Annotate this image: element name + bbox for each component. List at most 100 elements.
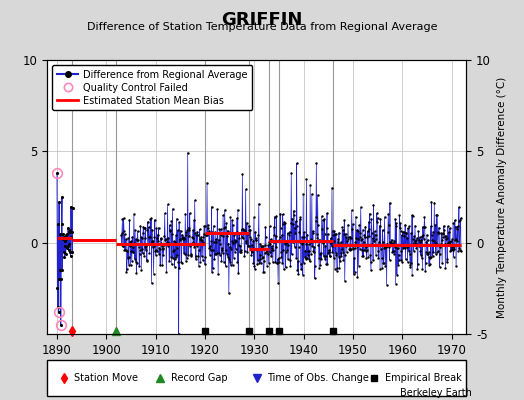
Point bbox=[315, 236, 324, 243]
Point bbox=[169, 255, 177, 261]
Point bbox=[316, 250, 325, 256]
Point bbox=[56, 276, 64, 282]
Point bbox=[162, 241, 170, 247]
Point bbox=[153, 248, 161, 254]
Point bbox=[310, 248, 318, 255]
Point bbox=[227, 238, 236, 244]
Point bbox=[311, 275, 319, 282]
Point bbox=[180, 236, 188, 242]
Point bbox=[301, 254, 309, 260]
Point bbox=[268, 245, 277, 252]
Point bbox=[446, 248, 454, 254]
Point bbox=[347, 246, 355, 252]
Point bbox=[61, 238, 70, 244]
Point bbox=[228, 262, 237, 268]
Point bbox=[314, 242, 323, 248]
Point bbox=[408, 212, 416, 219]
Point bbox=[261, 224, 269, 230]
Point bbox=[277, 248, 285, 255]
Point bbox=[257, 243, 266, 249]
Text: Station Move: Station Move bbox=[74, 373, 138, 383]
Point bbox=[318, 240, 326, 246]
Point bbox=[206, 247, 215, 254]
Point bbox=[455, 204, 463, 210]
Point bbox=[158, 243, 166, 250]
Point bbox=[259, 269, 268, 276]
Point bbox=[288, 215, 296, 222]
Point bbox=[381, 243, 390, 250]
Point bbox=[216, 232, 225, 238]
Point bbox=[221, 206, 229, 213]
Point bbox=[147, 280, 156, 286]
Point bbox=[154, 232, 162, 238]
Point bbox=[372, 236, 380, 242]
Point bbox=[185, 233, 193, 240]
Point bbox=[402, 230, 410, 237]
Point bbox=[164, 235, 172, 241]
Point bbox=[264, 251, 272, 258]
Point bbox=[328, 248, 336, 255]
Point bbox=[418, 255, 426, 261]
Point bbox=[340, 217, 348, 224]
Point bbox=[337, 253, 346, 259]
Point bbox=[220, 259, 228, 266]
Point bbox=[178, 235, 187, 241]
Point bbox=[366, 252, 374, 258]
Point bbox=[360, 232, 368, 238]
Point bbox=[354, 228, 363, 234]
Point bbox=[300, 229, 308, 236]
Point bbox=[400, 245, 409, 252]
Point bbox=[231, 249, 239, 255]
Text: Difference of Station Temperature Data from Regional Average: Difference of Station Temperature Data f… bbox=[87, 22, 437, 32]
Point bbox=[398, 258, 407, 265]
Point bbox=[428, 232, 436, 238]
Point bbox=[339, 257, 347, 264]
Point bbox=[320, 253, 328, 259]
Point bbox=[259, 269, 268, 275]
Point bbox=[445, 239, 453, 246]
Point bbox=[226, 259, 234, 265]
Point bbox=[152, 225, 161, 232]
Point bbox=[128, 234, 136, 240]
Point bbox=[177, 227, 185, 234]
Point bbox=[191, 230, 199, 236]
Point bbox=[62, 232, 71, 238]
Point bbox=[253, 261, 261, 267]
Point bbox=[430, 200, 439, 206]
Point bbox=[281, 220, 289, 227]
Point bbox=[230, 255, 238, 261]
Point bbox=[67, 234, 75, 240]
Point bbox=[420, 214, 429, 220]
Point bbox=[287, 220, 295, 226]
Point bbox=[345, 247, 354, 254]
Point bbox=[411, 222, 419, 229]
Point bbox=[170, 247, 178, 254]
Point bbox=[376, 222, 384, 229]
Point bbox=[413, 235, 421, 241]
Point bbox=[245, 222, 253, 229]
Point bbox=[123, 266, 131, 273]
Point bbox=[326, 252, 334, 259]
Point bbox=[54, 221, 62, 228]
Point bbox=[417, 236, 425, 243]
Point bbox=[455, 246, 464, 253]
Point bbox=[356, 246, 364, 252]
Point bbox=[342, 243, 350, 249]
Point bbox=[129, 244, 137, 250]
Point bbox=[403, 259, 412, 265]
Point bbox=[242, 238, 250, 244]
Point bbox=[349, 246, 357, 252]
Point bbox=[394, 261, 402, 268]
Point bbox=[163, 238, 171, 245]
Point bbox=[254, 257, 262, 264]
Point bbox=[142, 242, 150, 249]
Point bbox=[139, 224, 148, 230]
Point bbox=[118, 243, 127, 250]
Point bbox=[320, 216, 329, 222]
Point bbox=[348, 244, 357, 251]
Point bbox=[381, 263, 389, 269]
Point bbox=[344, 236, 353, 242]
Point bbox=[431, 222, 439, 228]
Point bbox=[136, 223, 145, 230]
Point bbox=[335, 265, 344, 272]
